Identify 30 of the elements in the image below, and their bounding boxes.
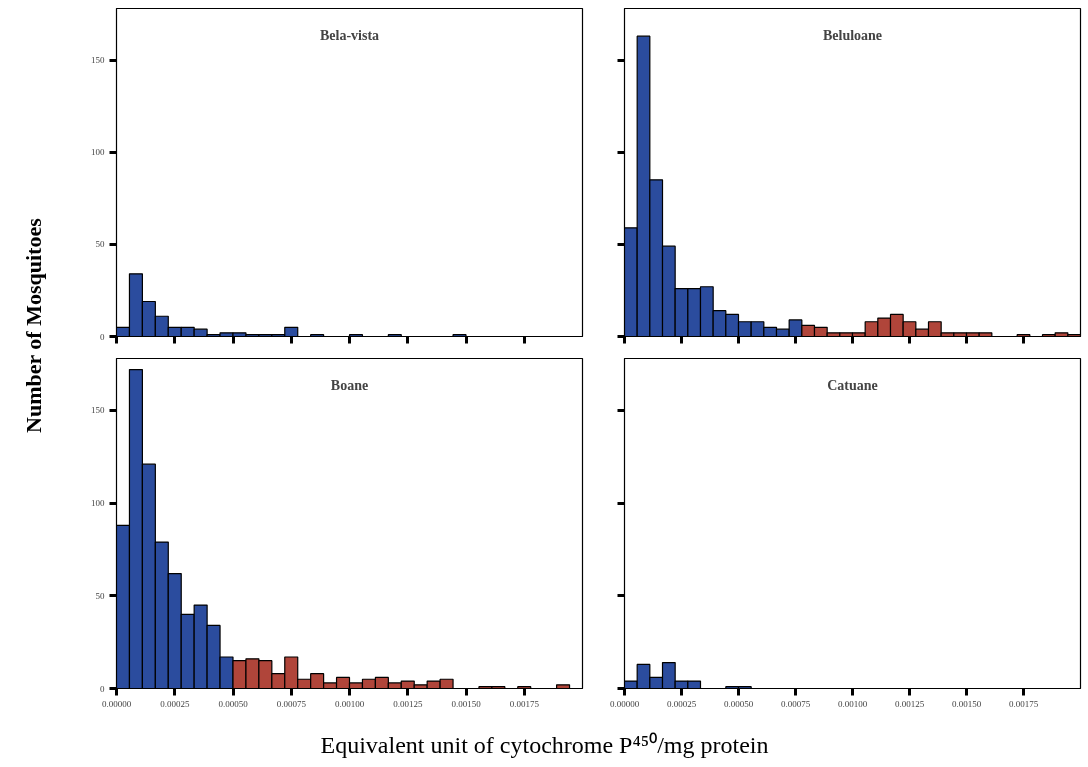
x-axis-title: Equivalent unit of cytochrome P⁴⁵⁰/mg protein — [320, 732, 769, 758]
text: Catuane — [827, 377, 878, 393]
y-tick-label: 150 — [91, 405, 105, 416]
x-tick-label: 0.00175 — [1008, 698, 1039, 709]
x-tick-label: 0.00100 — [837, 698, 868, 709]
x-tick-label: 0.00125 — [393, 698, 423, 709]
x-tick-label: 0.00050 — [723, 698, 754, 709]
y-tick-label: 0 — [100, 683, 105, 694]
x-tick-label: 0.00050 — [218, 698, 249, 709]
y-tick-label: 150 — [91, 55, 105, 66]
y-tick-label: 50 — [95, 239, 105, 250]
y-tick-label: 0 — [100, 331, 105, 342]
x-tick-label: 0.00125 — [894, 698, 925, 709]
y-tick-label: 50 — [95, 590, 105, 601]
text: Bela-vista — [319, 27, 380, 43]
x-tick-label: 0.00000 — [101, 698, 132, 709]
y-tick-label: 100 — [91, 498, 105, 509]
x-tick-label: 0.00175 — [509, 698, 540, 709]
x-tick-label: 0.00000 — [609, 698, 640, 709]
x-tick-label: 0.00100 — [334, 698, 365, 709]
x-tick-label: 0.00075 — [780, 698, 811, 709]
text: Beluloane — [822, 27, 883, 43]
y-axis-title: Number of Mosquitoes — [21, 217, 46, 433]
y-tick-label: 100 — [91, 147, 105, 158]
x-tick-label: 0.00075 — [276, 698, 307, 709]
x-tick-label: 0.00025 — [160, 698, 190, 709]
text: Boane — [330, 377, 369, 393]
x-tick-label: 0.00150 — [951, 698, 982, 709]
x-tick-label: 0.00025 — [666, 698, 697, 709]
x-tick-label: 0.00150 — [451, 698, 482, 709]
